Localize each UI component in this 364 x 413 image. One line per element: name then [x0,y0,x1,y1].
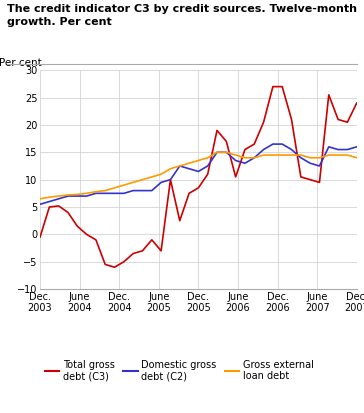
Text: The credit indicator C3 by credit sources. Twelve-month
growth. Per cent: The credit indicator C3 by credit source… [7,4,357,26]
Text: Per cent: Per cent [0,58,41,68]
Legend: Total gross
debt (C3), Domestic gross
debt (C2), Gross external
loan debt: Total gross debt (C3), Domestic gross de… [45,360,314,381]
